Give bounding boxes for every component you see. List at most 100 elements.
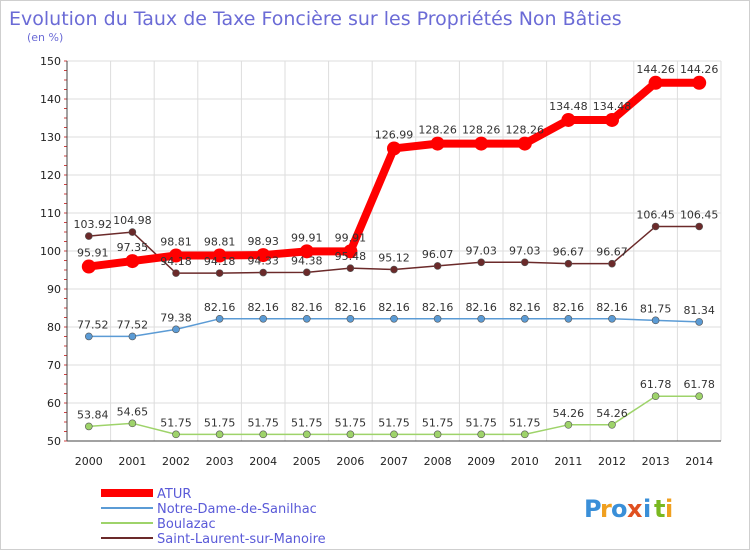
data-label: 82.16	[378, 301, 410, 314]
data-label: 95.91	[77, 247, 109, 260]
data-point	[346, 430, 355, 439]
data-point	[390, 314, 398, 323]
legend: ATURNotre-Dame-de-SanilhacBoulazacSaint-…	[101, 487, 326, 547]
data-point	[215, 430, 224, 439]
data-point	[302, 268, 311, 277]
data-label: 82.16	[509, 301, 541, 314]
data-point	[299, 244, 314, 259]
data-label: 51.75	[291, 416, 323, 429]
data-point	[648, 75, 663, 90]
data-point	[608, 259, 616, 268]
data-point	[564, 314, 573, 323]
data-point	[430, 136, 445, 151]
data-point	[302, 430, 311, 439]
data-point	[85, 332, 93, 341]
data-point	[695, 392, 704, 401]
data-point	[85, 422, 93, 431]
legend-label: Notre-Dame-de-Sanilhac	[157, 502, 317, 517]
data-point	[651, 392, 660, 401]
data-point	[605, 112, 619, 127]
data-label: 82.16	[465, 301, 497, 314]
data-point	[474, 136, 489, 151]
y-tick-label: 90	[47, 283, 61, 296]
data-label: 54.65	[117, 405, 149, 418]
data-label: 144.26	[680, 63, 719, 76]
data-point	[259, 268, 268, 277]
data-label: 106.45	[680, 208, 719, 221]
data-label: 81.34	[683, 304, 715, 317]
y-tick-label: 130	[40, 131, 61, 144]
data-label: 94.33	[247, 255, 279, 268]
data-label: 51.75	[378, 416, 410, 429]
data-label: 51.75	[509, 416, 541, 429]
data-point	[477, 258, 486, 267]
data-point	[169, 248, 183, 263]
data-point	[215, 314, 224, 323]
data-point	[128, 228, 137, 236]
data-point	[477, 314, 486, 323]
data-label: 61.78	[640, 378, 672, 391]
data-point	[172, 430, 180, 439]
data-point	[346, 314, 355, 323]
logo-letter: r	[600, 495, 612, 523]
data-point	[390, 430, 398, 439]
data-label: 144.26	[636, 63, 675, 76]
data-point	[564, 421, 573, 429]
data-point	[390, 265, 398, 274]
data-label: 51.75	[247, 416, 279, 429]
data-point	[259, 314, 268, 323]
data-point	[520, 314, 529, 323]
data-label: 51.75	[422, 416, 454, 429]
data-label: 79.38	[160, 311, 192, 324]
data-point	[433, 430, 442, 439]
data-point	[517, 136, 532, 151]
y-tick-label: 80	[47, 321, 61, 334]
data-label: 99.91	[335, 231, 367, 244]
y-tick-label: 150	[40, 55, 61, 68]
legend-label: Boulazac	[157, 517, 216, 532]
data-point	[215, 269, 224, 277]
data-point	[608, 314, 616, 323]
data-point	[172, 269, 180, 277]
data-label: 82.16	[422, 301, 454, 314]
data-label: 96.07	[422, 248, 454, 261]
data-label: 96.67	[553, 246, 585, 259]
data-point	[128, 419, 137, 428]
proxiti-logo: Pr o x i t i	[584, 495, 673, 523]
logo-letter: P	[584, 495, 602, 523]
data-point	[608, 421, 616, 429]
data-label: 97.03	[465, 244, 497, 257]
data-label: 98.81	[204, 236, 236, 249]
y-axis-unit-label: (en %)	[27, 31, 63, 44]
data-label: 82.16	[247, 301, 279, 314]
data-point	[212, 248, 227, 263]
x-tick-label: 2004	[249, 455, 277, 468]
data-label: 53.84	[77, 408, 109, 421]
data-label: 126.99	[375, 128, 414, 141]
data-point	[343, 244, 358, 259]
y-tick-label: 70	[47, 359, 61, 372]
series-atur	[81, 75, 707, 274]
data-point	[128, 332, 137, 341]
x-tick-label: 2005	[293, 455, 321, 468]
logo-letter: x	[627, 495, 643, 523]
x-tick-label: 2007	[380, 455, 408, 468]
y-tick-label: 100	[40, 245, 61, 258]
data-label: 82.16	[553, 301, 585, 314]
data-point	[302, 314, 311, 323]
x-tick-label: 2000	[75, 455, 103, 468]
data-label: 82.16	[335, 301, 367, 314]
x-tick-label: 2003	[206, 455, 234, 468]
data-point	[433, 314, 442, 323]
y-tick-label: 110	[40, 207, 61, 220]
data-label: 134.48	[549, 100, 588, 113]
data-label: 82.16	[204, 301, 236, 314]
legend-label: Saint-Laurent-sur-Manoire	[157, 532, 326, 547]
logo-letter: i	[643, 495, 651, 523]
x-tick-label: 2013	[642, 455, 670, 468]
data-point	[256, 248, 271, 263]
data-label: 99.91	[291, 231, 323, 244]
data-label: 51.75	[465, 416, 497, 429]
data-label: 94.38	[291, 254, 323, 267]
data-label: 128.26	[506, 124, 545, 137]
